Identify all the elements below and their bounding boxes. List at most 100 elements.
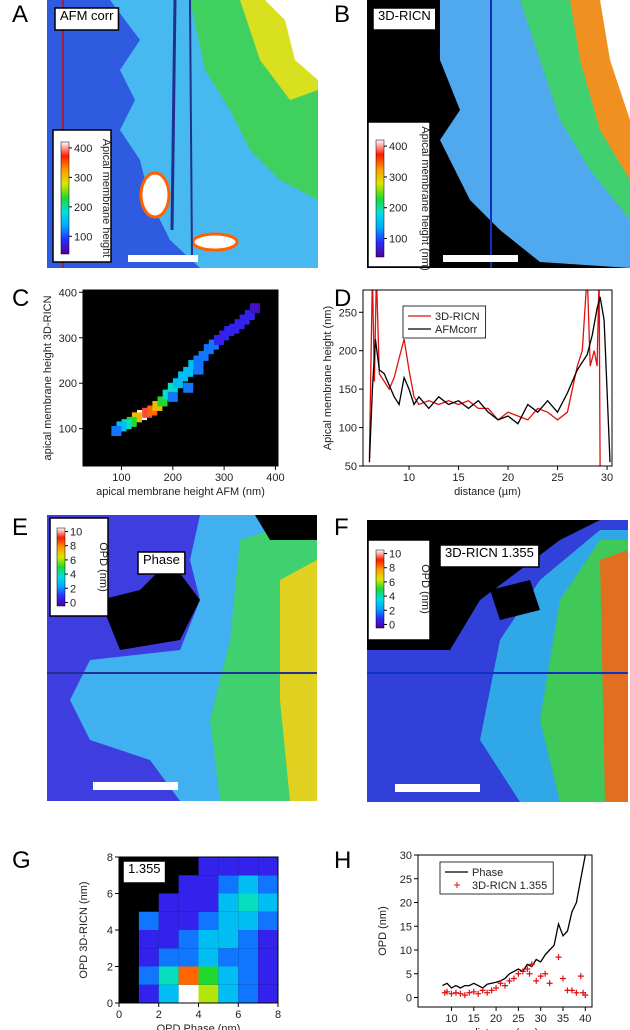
density-point: [183, 366, 194, 377]
heatmap-cell: [198, 875, 219, 894]
x-tick-label: 35: [557, 1013, 569, 1025]
inset-label: 3D-RICN 1.355: [445, 545, 534, 560]
background-region: [100, 560, 200, 650]
colorbar: [56, 527, 66, 607]
heatmap-cell: [258, 911, 278, 930]
heatmap-cell: [158, 911, 179, 930]
y-axis-label: OPD (nm): [377, 906, 389, 956]
plot-frame: [118, 856, 279, 1004]
colorbar-tick-label: 0: [70, 597, 76, 609]
density-point: [193, 364, 204, 375]
data-point: [452, 989, 459, 996]
density-point: [111, 425, 122, 436]
x-tick-label: 20: [502, 472, 514, 484]
colorbar-tick-label: 8: [70, 541, 76, 553]
data-point: [560, 975, 566, 982]
colorbar-tick-label: 100: [74, 231, 92, 243]
colorbar-tick-label: 300: [74, 172, 92, 184]
colorbar-label: OPD (nm): [419, 564, 431, 614]
heatmap-cell: [218, 966, 239, 985]
density-point: [172, 378, 183, 389]
scale-bar: [128, 255, 198, 262]
density-point: [203, 344, 214, 355]
density-point: [198, 350, 209, 361]
colorbar-tick-label: 6: [389, 577, 395, 589]
y-tick-label: 2: [107, 962, 113, 974]
heatmap-cell: [238, 984, 259, 1003]
colorbar-tick-label: 4: [389, 591, 395, 603]
cell-region: [265, 0, 318, 80]
y-tick-label: 150: [339, 384, 357, 396]
density-point: [208, 339, 219, 350]
density-point: [224, 325, 235, 336]
data-point: [475, 990, 482, 997]
density-point: [249, 303, 260, 314]
inset-label-box: [372, 7, 437, 31]
inset-label-box: [439, 544, 540, 568]
colorbar: [60, 141, 70, 255]
colorbar: [375, 549, 385, 629]
colorbar-tick-label: 8: [389, 563, 395, 575]
legend-label: AFMcorr: [435, 324, 478, 336]
scale-bar: [443, 255, 518, 262]
colorbar-label: OPD (nm): [97, 542, 109, 592]
data-point: [461, 992, 468, 999]
density-point: [167, 391, 178, 402]
density-point: [116, 421, 127, 432]
density-point: [121, 419, 132, 430]
panel-letter: A: [12, 1, 28, 28]
y-tick-label: 30: [400, 850, 412, 862]
data-point: [573, 989, 580, 996]
data-point: [582, 992, 589, 999]
heatmap-cell: [258, 966, 278, 985]
colorbar-tick-label: 0: [389, 619, 395, 631]
density-point: [126, 416, 137, 427]
y-tick-label: 4: [107, 925, 113, 937]
heatmap-cell: [198, 911, 219, 930]
colorbar-tick-label: 2: [389, 605, 395, 617]
heatmap-cell: [178, 984, 199, 1003]
heatmap-cell: [178, 948, 199, 967]
y-tick-label: 10: [400, 945, 412, 957]
profile-line: [170, 0, 177, 231]
legend-box: [439, 861, 554, 895]
y-tick-label: 20: [400, 898, 412, 910]
data-point: [466, 989, 473, 996]
afm-image: [47, 0, 318, 268]
heatmap-cell: [198, 893, 219, 912]
x-tick-label: 2: [156, 1009, 162, 1021]
legend-label: 3D-RICN 1.355: [472, 880, 547, 892]
legend-label: 3D-RICN: [435, 311, 480, 323]
x-tick-label: 300: [215, 472, 233, 484]
colorbar-tick-label: 6: [70, 555, 76, 567]
x-axis-label: OPD Phase (nm): [157, 1023, 241, 1030]
panel-letter: G: [12, 847, 31, 874]
y-tick-label: 8: [107, 852, 113, 864]
data-line: [442, 855, 586, 989]
data-point: [493, 985, 500, 991]
density-point: [142, 407, 153, 418]
colorbar-label: Apical membrane height (nm): [419, 126, 431, 270]
legend-label: Phase: [472, 867, 503, 879]
heatmap-cell: [258, 857, 278, 876]
y-tick-label: 250: [339, 307, 357, 319]
x-tick-label: 40: [579, 1013, 591, 1025]
heatmap-cell: [258, 893, 278, 912]
density-point: [213, 335, 224, 346]
inset-label: Phase: [143, 552, 180, 567]
plot-frame: [82, 289, 279, 467]
heatmap-cell: [238, 930, 259, 949]
inset-label-box: [137, 551, 186, 575]
heatmap-cell: [238, 911, 259, 930]
density-point: [244, 310, 255, 321]
x-axis-label: distance (µm): [472, 1027, 539, 1030]
density-point: [183, 382, 194, 393]
inset-label: AFM corr: [60, 8, 114, 23]
heatmap-cell: [218, 893, 239, 912]
profile-line: [189, 0, 193, 261]
plot-frame: [417, 854, 593, 1008]
panel-letter: D: [334, 285, 351, 312]
x-tick-label: 25: [512, 1013, 524, 1025]
legend-box: [402, 305, 487, 339]
panel-letter: F: [334, 514, 349, 541]
